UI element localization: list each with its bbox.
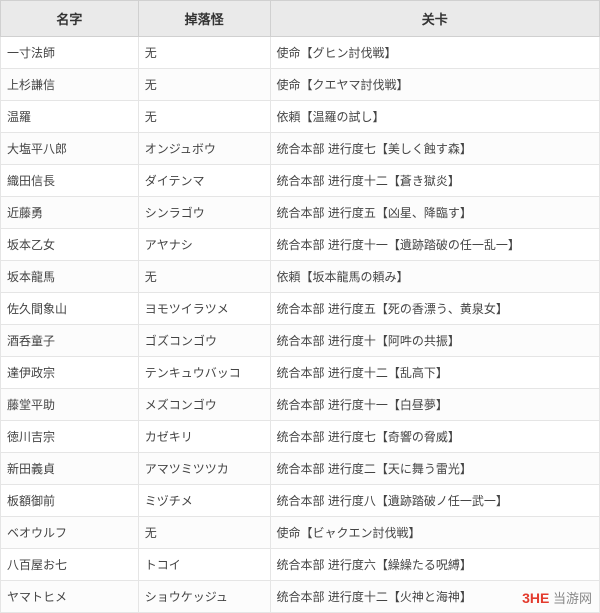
table-row: ヤマトヒメショウケッジュ统合本部 进行度十二【火神と海神】 [1,581,600,613]
cell-name: 八百屋お七 [1,549,139,581]
table-row: 近藤勇シンラゴウ统合本部 进行度五【凶星、降臨す】 [1,197,600,229]
cell-drop: メズコンゴウ [138,389,270,421]
cell-name: 藤堂平助 [1,389,139,421]
cell-drop: ショウケッジュ [138,581,270,613]
cell-name: 達伊政宗 [1,357,139,389]
cell-drop: 无 [138,69,270,101]
cell-name: 一寸法師 [1,37,139,69]
cell-name: 近藤勇 [1,197,139,229]
cell-name: 大塩平八郎 [1,133,139,165]
table-row: 藤堂平助メズコンゴウ统合本部 进行度十一【白昼夢】 [1,389,600,421]
table-row: 徳川吉宗カゼキリ统合本部 进行度七【奇響の脅威】 [1,421,600,453]
data-table: 名字 掉落怪 关卡 一寸法師无使命【グヒン討伐戦】上杉謙信无使命【クエヤマ討伐戦… [0,0,600,613]
table-row: 八百屋お七トコイ统合本部 进行度六【繰繰たる呪縛】 [1,549,600,581]
table-header-row: 名字 掉落怪 关卡 [1,1,600,37]
cell-drop: ミヅチメ [138,485,270,517]
cell-drop: 无 [138,37,270,69]
cell-drop: オンジュボウ [138,133,270,165]
cell-name: 佐久間象山 [1,293,139,325]
cell-stage: 统合本部 进行度六【繰繰たる呪縛】 [270,549,599,581]
cell-stage: 统合本部 进行度十二【蒼き獄炎】 [270,165,599,197]
table-row: 坂本乙女アヤナシ统合本部 进行度十一【遺跡踏破の任一乱一】 [1,229,600,261]
cell-drop: アマツミツツカ [138,453,270,485]
table-row: 大塩平八郎オンジュボウ统合本部 进行度七【美しく蝕す森】 [1,133,600,165]
cell-drop: カゼキリ [138,421,270,453]
cell-stage: 统合本部 进行度七【奇響の脅威】 [270,421,599,453]
table-row: 一寸法師无使命【グヒン討伐戦】 [1,37,600,69]
cell-name: 上杉謙信 [1,69,139,101]
cell-stage: 统合本部 进行度五【凶星、降臨す】 [270,197,599,229]
cell-stage: 依頼【坂本龍馬の頼み】 [270,261,599,293]
cell-stage: 统合本部 进行度十一【遺跡踏破の任一乱一】 [270,229,599,261]
col-header-drop: 掉落怪 [138,1,270,37]
cell-drop: ダイテンマ [138,165,270,197]
cell-name: 新田義貞 [1,453,139,485]
table-row: 達伊政宗テンキュウバッコ统合本部 进行度十二【乱高下】 [1,357,600,389]
cell-drop: 无 [138,101,270,133]
col-header-name: 名字 [1,1,139,37]
table-row: 温羅无依頼【温羅の試し】 [1,101,600,133]
cell-drop: シンラゴウ [138,197,270,229]
cell-name: 織田信長 [1,165,139,197]
cell-stage: 使命【クエヤマ討伐戦】 [270,69,599,101]
table-row: 新田義貞アマツミツツカ统合本部 进行度二【天に舞う雷光】 [1,453,600,485]
cell-drop: 无 [138,261,270,293]
cell-name: 坂本龍馬 [1,261,139,293]
cell-stage: 统合本部 进行度十【阿吽の共振】 [270,325,599,357]
table-body: 一寸法師无使命【グヒン討伐戦】上杉謙信无使命【クエヤマ討伐戦】温羅无依頼【温羅の… [1,37,600,613]
cell-stage: 使命【ビャクエン討伐戦】 [270,517,599,549]
cell-drop: ヨモツイラツメ [138,293,270,325]
table-row: 坂本龍馬无依頼【坂本龍馬の頼み】 [1,261,600,293]
cell-stage: 统合本部 进行度十二【火神と海神】 [270,581,599,613]
table-row: 織田信長ダイテンマ统合本部 进行度十二【蒼き獄炎】 [1,165,600,197]
cell-stage: 统合本部 进行度八【遺跡踏破ノ任一武一】 [270,485,599,517]
cell-name: ヤマトヒメ [1,581,139,613]
cell-name: 坂本乙女 [1,229,139,261]
cell-stage: 统合本部 进行度十二【乱高下】 [270,357,599,389]
cell-drop: 无 [138,517,270,549]
cell-stage: 统合本部 进行度二【天に舞う雷光】 [270,453,599,485]
cell-name: 板額御前 [1,485,139,517]
cell-drop: テンキュウバッコ [138,357,270,389]
cell-stage: 依頼【温羅の試し】 [270,101,599,133]
table-row: 酒呑童子ゴズコンゴウ统合本部 进行度十【阿吽の共振】 [1,325,600,357]
cell-name: 温羅 [1,101,139,133]
cell-drop: アヤナシ [138,229,270,261]
cell-stage: 统合本部 进行度五【死の香漂う、黄泉女】 [270,293,599,325]
cell-drop: トコイ [138,549,270,581]
cell-stage: 统合本部 进行度十一【白昼夢】 [270,389,599,421]
table-row: 佐久間象山ヨモツイラツメ统合本部 进行度五【死の香漂う、黄泉女】 [1,293,600,325]
cell-stage: 使命【グヒン討伐戦】 [270,37,599,69]
cell-name: 徳川吉宗 [1,421,139,453]
cell-name: 酒呑童子 [1,325,139,357]
table-row: 板額御前ミヅチメ统合本部 进行度八【遺跡踏破ノ任一武一】 [1,485,600,517]
cell-drop: ゴズコンゴウ [138,325,270,357]
col-header-stage: 关卡 [270,1,599,37]
table-row: ベオウルフ无使命【ビャクエン討伐戦】 [1,517,600,549]
cell-name: ベオウルフ [1,517,139,549]
table-row: 上杉謙信无使命【クエヤマ討伐戦】 [1,69,600,101]
cell-stage: 统合本部 进行度七【美しく蝕す森】 [270,133,599,165]
